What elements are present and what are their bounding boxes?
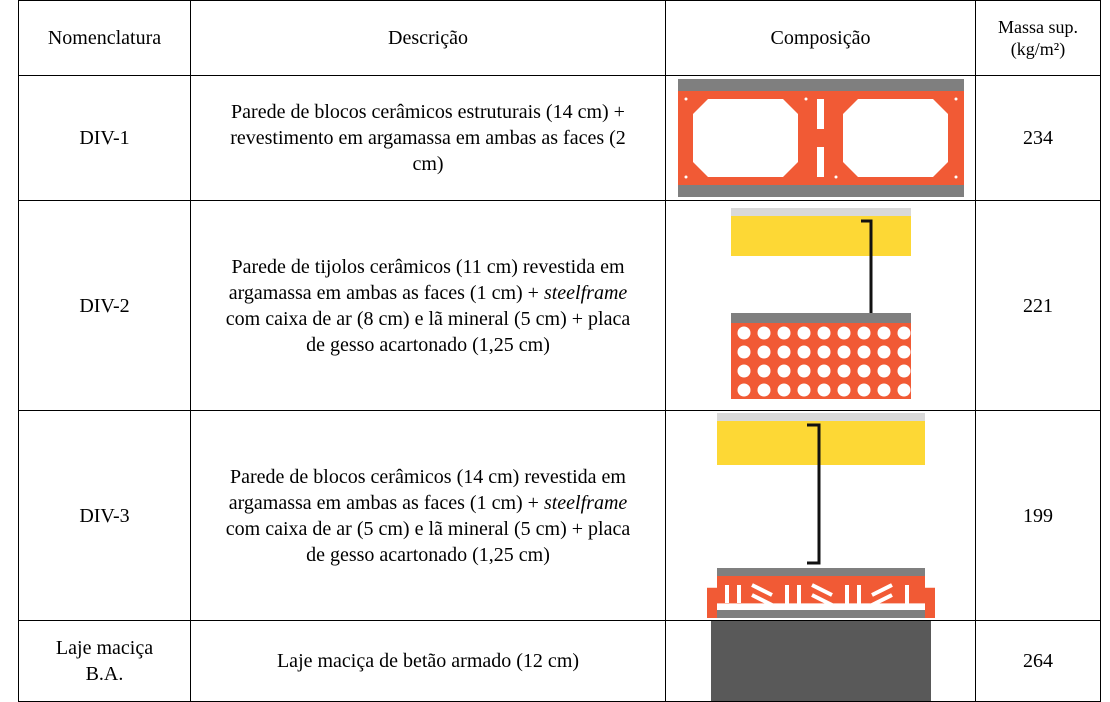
description: Parede de blocos cerâmicos estruturais (… [230,101,626,175]
name: DIV-1 [79,127,130,149]
header-line: (kg/m²) [1010,39,1066,59]
row: DIV-1 Parede de blocos cerâmicos estrutu… [18,75,1101,201]
description: com caixa de ar (5 cm) e lã mineral (5 c… [225,517,631,566]
composition-cell [665,620,976,702]
mass-cell: 221 [975,200,1101,411]
description-cell: Parede de tijolos cerâmicos (11 cm) reve… [190,200,666,411]
description-cell: Parede de blocos cerâmicos estruturais (… [190,75,666,201]
header-row: Nomenclatura Descrição Composição Massa … [18,0,1101,76]
row: DIV-2 Parede de tijolos cerâmicos (11 cm… [18,200,1101,411]
mass-cell: 199 [975,410,1101,621]
description-cell: Laje maciça de betão armado (12 cm) [190,620,666,702]
name: DIV-2 [79,294,130,317]
name-cell: DIV-3 [18,410,191,621]
composition-slab [710,621,931,701]
header-line: Massa sup. [998,17,1078,37]
description: com caixa de ar (8 cm) e lã mineral (5 c… [225,307,631,356]
composition-div2 [730,208,911,399]
name: B.A. [85,663,124,685]
header-cell: Composição [665,0,976,76]
row: Laje maciça B.A. Laje maciça de betão arm… [18,620,1101,702]
header-cell: Descrição [190,0,666,76]
mass-cell: 264 [975,620,1101,702]
name-cell: DIV-1 [18,75,191,201]
description: Parede de tijolos cerâmicos (11 cm) reve… [228,255,625,304]
composition-div3 [706,413,935,618]
description-cell: Parede de blocos cerâmicos (14 cm) reves… [190,410,666,621]
row: DIV-3 Parede de blocos cerâmicos (14 cm)… [18,410,1101,621]
composition-div1 [677,79,964,197]
name-cell: DIV-2 [18,200,191,411]
description-italic: steelframe [543,281,628,304]
name: Laje maciça [55,637,154,659]
description: Parede de blocos cerâmicos (14 cm) reves… [228,465,626,514]
description: Laje maciça de betão armado (12 cm) [276,650,580,672]
header-cell: Nomenclatura [18,0,191,76]
name: DIV-3 [79,504,130,527]
name-cell: Laje maciça B.A. [18,620,191,702]
composition-cell [665,410,976,621]
composition-cell [665,200,976,411]
composition-cell [665,75,976,201]
header-cell: Massa sup. (kg/m²) [975,0,1101,76]
description-italic: steelframe [543,491,628,514]
mass-cell: 234 [975,75,1101,201]
table: Nomenclatura Descrição Composição Massa … [18,0,1101,702]
